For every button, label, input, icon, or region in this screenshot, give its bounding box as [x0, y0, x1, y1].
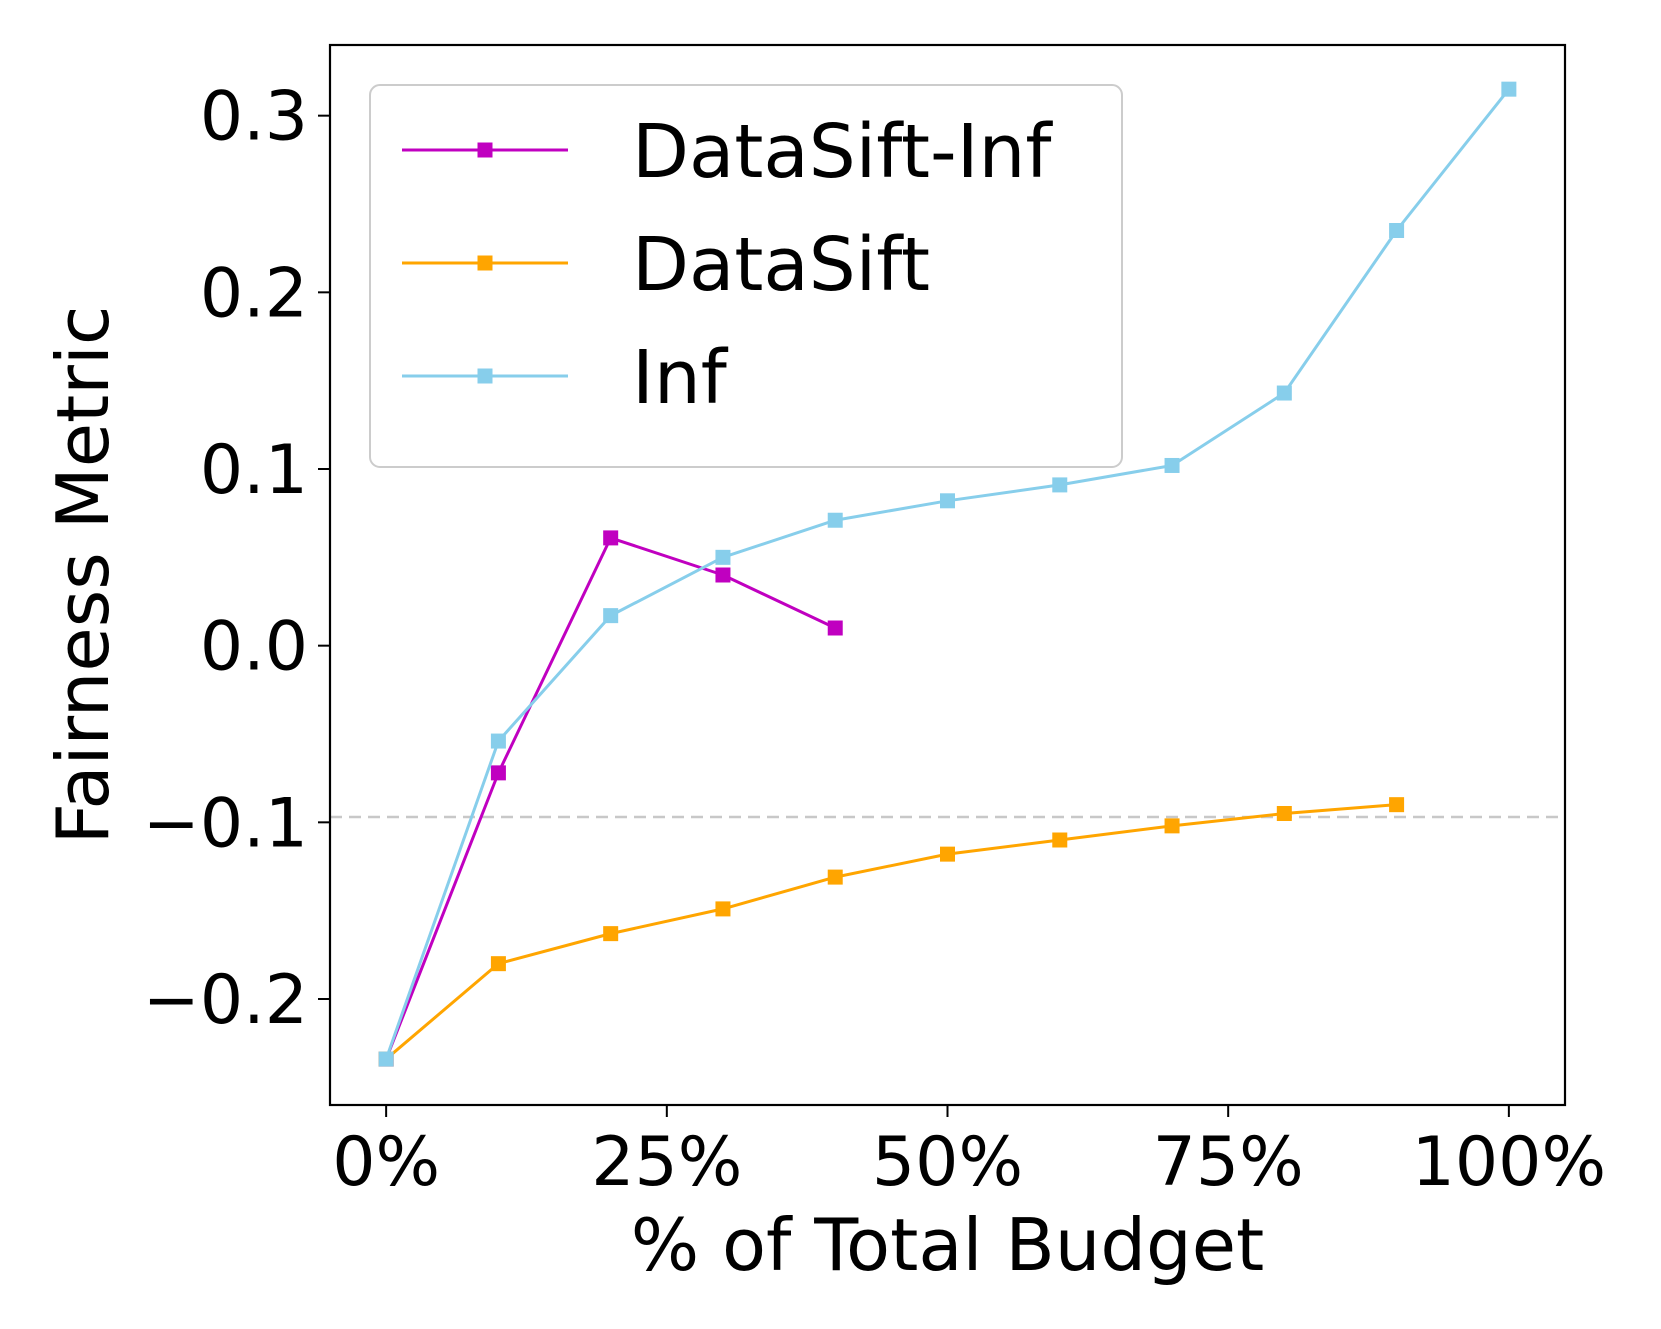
- data-point: [603, 926, 619, 942]
- x-tick-label: 75%: [1153, 1123, 1304, 1202]
- data-point: [827, 869, 843, 885]
- data-point: [1052, 832, 1068, 848]
- series-line: [385, 803, 1397, 1061]
- data-point: [490, 733, 506, 749]
- data-point: [603, 608, 619, 624]
- legend-marker: [477, 368, 493, 384]
- data-point: [1164, 457, 1180, 473]
- y-axis-label: Fairness Metric: [41, 306, 125, 845]
- legend-box: [369, 84, 1123, 468]
- data-point: [603, 530, 619, 546]
- y-tick-label: −0.2: [143, 961, 308, 1040]
- legend-label: DataSift: [632, 222, 930, 308]
- y-tick-label: 0.2: [200, 254, 308, 333]
- y-tick-label: 0.3: [200, 78, 308, 157]
- data-point: [1164, 818, 1180, 834]
- data-point: [1276, 806, 1292, 821]
- data-point: [827, 512, 843, 528]
- legend: DataSift-Inf DataSift Inf: [369, 84, 1123, 468]
- data-point: [827, 620, 843, 636]
- x-tick-label: 25%: [591, 1123, 742, 1202]
- x-axis-label: % of Total Budget: [631, 1203, 1265, 1287]
- axes: 0% 25% 50% 75% 100% −0.2 −0.1 0.0 0.1 0.2 0.3: [143, 78, 1606, 1202]
- data-point: [715, 567, 731, 583]
- data-point: [490, 956, 506, 972]
- data-point: [1501, 81, 1517, 97]
- x-tick-label: 100%: [1412, 1123, 1606, 1202]
- y-tick-label: 0.0: [200, 608, 308, 687]
- data-point: [715, 901, 731, 917]
- data-point: [940, 846, 955, 862]
- data-point: [490, 765, 506, 781]
- data-point: [1276, 385, 1292, 401]
- x-tick-label: 0%: [332, 1123, 440, 1202]
- data-point: [715, 549, 731, 565]
- y-tick-label: −0.1: [143, 784, 308, 863]
- data-point: [940, 493, 955, 509]
- legend-marker: [477, 255, 493, 271]
- legend-label: DataSift-Inf: [632, 109, 1053, 195]
- legend-marker: [477, 142, 493, 158]
- data-point: [1052, 477, 1068, 493]
- data-point: [1389, 223, 1405, 238]
- plot-area: [330, 81, 1565, 1067]
- x-tick-label: 50%: [872, 1123, 1023, 1202]
- data-point: [1389, 797, 1405, 813]
- data-point: [378, 1051, 394, 1067]
- y-tick-label: 0.1: [200, 431, 308, 510]
- legend-label: Inf: [632, 335, 729, 421]
